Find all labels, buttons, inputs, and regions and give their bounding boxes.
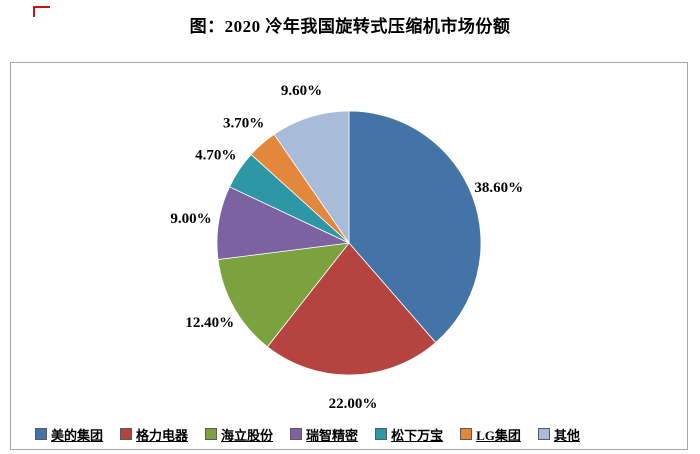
pie-slice-label-4: 4.70% — [195, 147, 236, 163]
legend-item-1: 格力电器 — [120, 425, 188, 444]
pie-slice-label-0: 38.60% — [474, 180, 523, 196]
pie-slice-label-6: 9.60% — [281, 83, 322, 99]
chart-box: 38.60% 22.00% 12.40% 9.00% 4.70% 3.70% 9.60% 美… — [10, 62, 688, 450]
legend-label: 松下万宝 — [391, 427, 444, 443]
legend-swatch-icon — [460, 428, 473, 440]
legend-label: 美的集团 — [51, 427, 104, 443]
legend-label: 瑞智精密 — [306, 427, 359, 443]
legend-swatch-icon — [290, 428, 303, 440]
pie-chart: 38.60% 22.00% 12.40% 9.00% 4.70% 3.70% 9.60% — [170, 83, 523, 412]
chart-legend: 美的集团 格力电器 海立股份 瑞智精密 松下万宝 LG集团 其他 — [11, 419, 687, 454]
legend-label: 其他 — [553, 427, 580, 443]
legend-item-4: 松下万宝 — [375, 425, 443, 444]
legend-item-6: 其他 — [537, 425, 580, 444]
legend-swatch-icon — [35, 428, 47, 440]
legend-item-5: LG集团 — [460, 425, 521, 444]
pie-slice-label-1: 22.00% — [329, 396, 378, 412]
pie-slice-1 — [266, 242, 437, 376]
chart-title: 图：2020 冷年我国旋转式压缩机市场份额 — [189, 17, 511, 36]
pie-slice-label-2: 12.40% — [185, 315, 234, 331]
legend-item-0: 美的集团 — [35, 425, 103, 444]
pie-slice-2 — [217, 242, 350, 348]
legend-swatch-icon — [205, 428, 218, 440]
legend-label: 海立股份 — [221, 427, 274, 443]
legend-label: LG集团 — [476, 427, 521, 443]
pie-plot-area: 38.60% 22.00% 12.40% 9.00% 4.70% 3.70% 9.60% — [11, 63, 687, 419]
pie-slice-label-5: 3.70% — [223, 116, 264, 132]
legend-label: 格力电器 — [136, 427, 189, 443]
pie-slice-6 — [273, 110, 350, 245]
legend-swatch-icon — [537, 428, 550, 440]
pie-slice-0 — [348, 110, 482, 344]
legend-swatch-icon — [375, 428, 388, 440]
red-corner-mark — [33, 6, 50, 17]
legend-item-3: 瑞智精密 — [290, 425, 358, 444]
pie-slice-label-3: 9.00% — [170, 211, 211, 227]
legend-item-2: 海立股份 — [205, 425, 273, 444]
legend-swatch-icon — [120, 428, 133, 440]
